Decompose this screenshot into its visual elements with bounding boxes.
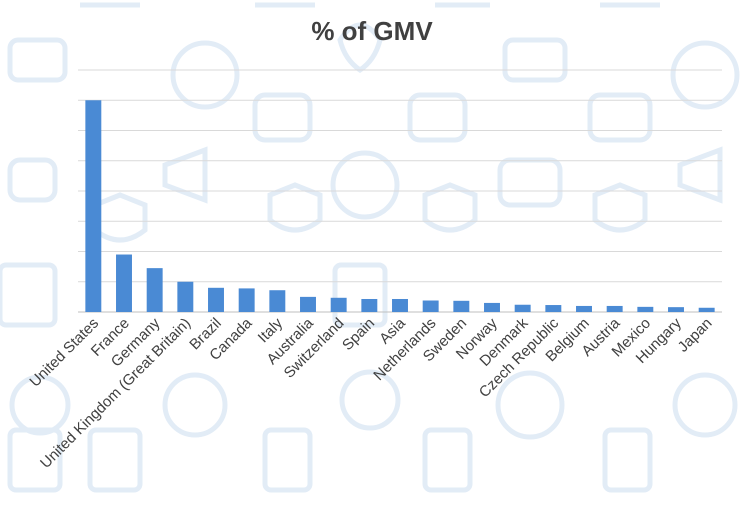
bar <box>85 100 102 312</box>
bar <box>698 307 715 312</box>
bar <box>422 300 439 312</box>
bar <box>576 305 592 312</box>
x-tick-label: Spain <box>339 315 378 354</box>
bar <box>177 281 194 312</box>
bar-series <box>85 100 715 312</box>
bar <box>606 305 623 312</box>
chart-title: % of GMV <box>311 16 433 46</box>
bar <box>545 305 562 312</box>
bar <box>514 304 531 312</box>
bar <box>300 296 316 312</box>
bar <box>208 287 224 312</box>
x-tick-label: United States <box>26 315 102 391</box>
x-tick-label: Japan <box>675 315 716 356</box>
bar <box>146 268 163 312</box>
bar <box>361 298 378 312</box>
bar <box>637 306 654 312</box>
bar <box>116 254 132 312</box>
bar <box>668 307 684 312</box>
gridlines <box>78 69 722 313</box>
bar <box>392 298 408 312</box>
bar <box>238 288 255 312</box>
bar <box>269 290 286 312</box>
bar <box>453 300 470 312</box>
bar <box>484 302 500 312</box>
bar <box>330 297 347 312</box>
